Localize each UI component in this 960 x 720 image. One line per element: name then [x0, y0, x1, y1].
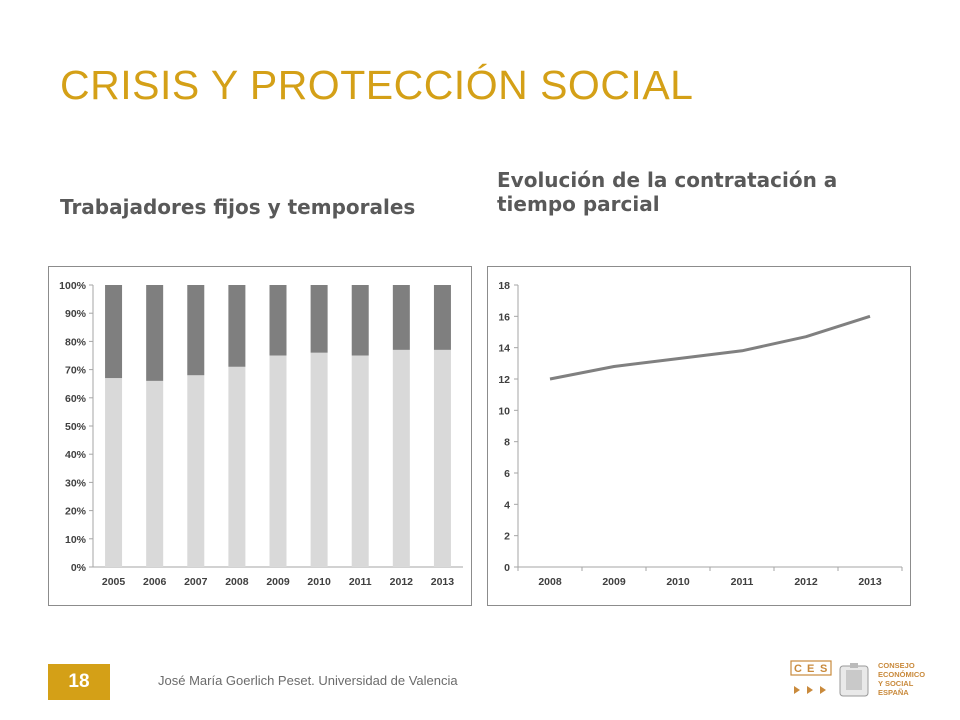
slide-title: CRISIS Y PROTECCIÓN SOCIAL: [60, 62, 694, 108]
y-tick-label: 70%: [65, 365, 87, 377]
x-tick-label: 2008: [225, 576, 249, 588]
y-tick-label: 10%: [65, 534, 87, 546]
bar-segment-lower: [228, 366, 246, 567]
bar-segment-lower: [392, 349, 410, 567]
x-tick-label: 2005: [102, 576, 126, 588]
x-tick-label: 2010: [307, 576, 331, 588]
left-chart-heading: Trabajadores fijos y temporales: [60, 195, 416, 219]
x-tick-label: 2008: [538, 576, 562, 588]
x-tick-label: 2009: [266, 576, 290, 588]
y-tick-label: 80%: [65, 336, 87, 348]
bar-segment-upper: [269, 285, 287, 356]
logo-line: CONSEJO: [878, 661, 915, 670]
y-tick-label: 30%: [65, 477, 87, 489]
x-tick-label: 2012: [794, 576, 818, 588]
y-tick-label: 100%: [59, 280, 87, 292]
stacked-bar-chart: 0% 10% 20% 30% 40% 50% 60% 70% 80% 90% 100% 2005 200…: [48, 266, 472, 606]
bar-segment-upper: [228, 285, 246, 367]
bar-segment-lower: [105, 378, 123, 567]
x-tick-label: 2009: [602, 576, 626, 588]
y-tick-label: 50%: [65, 421, 87, 433]
y-tick-label: 6: [504, 468, 510, 480]
x-tick-label: 2013: [431, 576, 455, 588]
y-tick-label: 8: [504, 437, 510, 449]
y-tick-label: 18: [498, 280, 510, 292]
coat-of-arms-icon: [839, 663, 869, 697]
bar-segment-lower: [187, 375, 205, 567]
logo-arrow-icon: [807, 686, 813, 694]
y-tick-label: 60%: [65, 393, 87, 405]
line-chart: 0 2 4 6 8 10 12 14 16 18 2008 2009 2010 2011 2012 2013: [487, 266, 911, 606]
bar-segment-upper: [351, 285, 369, 356]
bar-segment-lower: [433, 349, 451, 567]
y-tick-label: 4: [504, 499, 510, 511]
bar-segment-lower: [351, 355, 369, 567]
y-tick-label: 0: [504, 562, 510, 574]
bar-segment-lower: [269, 355, 287, 567]
ces-logo: C E S CONSEJO ECONÓMICO Y SOCIAL ESPAÑA: [790, 660, 930, 704]
y-tick-label: 12: [498, 374, 510, 386]
bar-segment-upper: [105, 285, 123, 379]
bar-segment-lower: [146, 380, 164, 567]
bar-segment-upper: [146, 285, 164, 381]
bar-segment-upper: [187, 285, 205, 376]
line-chart-svg: 0 2 4 6 8 10 12 14 16 18 2008 2009 2010 2011 2012 2013: [498, 280, 903, 588]
page-number: 18: [48, 664, 110, 700]
x-tick-label: 2006: [143, 576, 167, 588]
x-tick-label: 2011: [349, 576, 372, 588]
x-tick-label: 2010: [666, 576, 690, 588]
stacked-bar-chart-svg: 0% 10% 20% 30% 40% 50% 60% 70% 80% 90% 100% 2005 200…: [59, 280, 463, 588]
y-tick-label: 10: [498, 405, 510, 417]
bar-segment-lower: [310, 352, 328, 567]
logo-line: ESPAÑA: [878, 688, 909, 697]
bar-segment-upper: [433, 285, 451, 350]
logo-line: Y SOCIAL: [878, 679, 914, 688]
right-chart-heading: Evolución de la contratación a tiempo pa…: [497, 168, 838, 216]
y-tick-label: 40%: [65, 449, 87, 461]
y-tick-label: 14: [498, 343, 510, 355]
logo-wordmark: CONSEJO ECONÓMICO Y SOCIAL ESPAÑA: [878, 661, 925, 697]
footer-author: José María Goerlich Peset. Universidad d…: [158, 673, 458, 688]
bar-segment-upper: [392, 285, 410, 350]
y-tick-label: 0%: [71, 562, 87, 574]
ces-logo-mark: C E S: [790, 660, 869, 697]
bar-segment-upper: [310, 285, 328, 353]
x-tick-label: 2013: [858, 576, 882, 588]
logo-letter-e: E: [807, 663, 814, 675]
logo-line: ECONÓMICO: [878, 670, 926, 679]
x-tick-label: 2007: [184, 576, 208, 588]
x-tick-label: 2012: [390, 576, 414, 588]
logo-arrow-icon: [820, 686, 826, 694]
y-tick-label: 16: [498, 311, 510, 323]
series-line: [549, 314, 871, 381]
y-tick-label: 2: [504, 531, 510, 543]
logo-arrow-icon: [794, 686, 800, 694]
logo-letter-c: C: [794, 663, 802, 675]
logo-letter-s: S: [820, 663, 827, 675]
y-tick-label: 20%: [65, 506, 87, 518]
x-tick-label: 2011: [731, 576, 754, 588]
y-tick-label: 90%: [65, 308, 87, 320]
